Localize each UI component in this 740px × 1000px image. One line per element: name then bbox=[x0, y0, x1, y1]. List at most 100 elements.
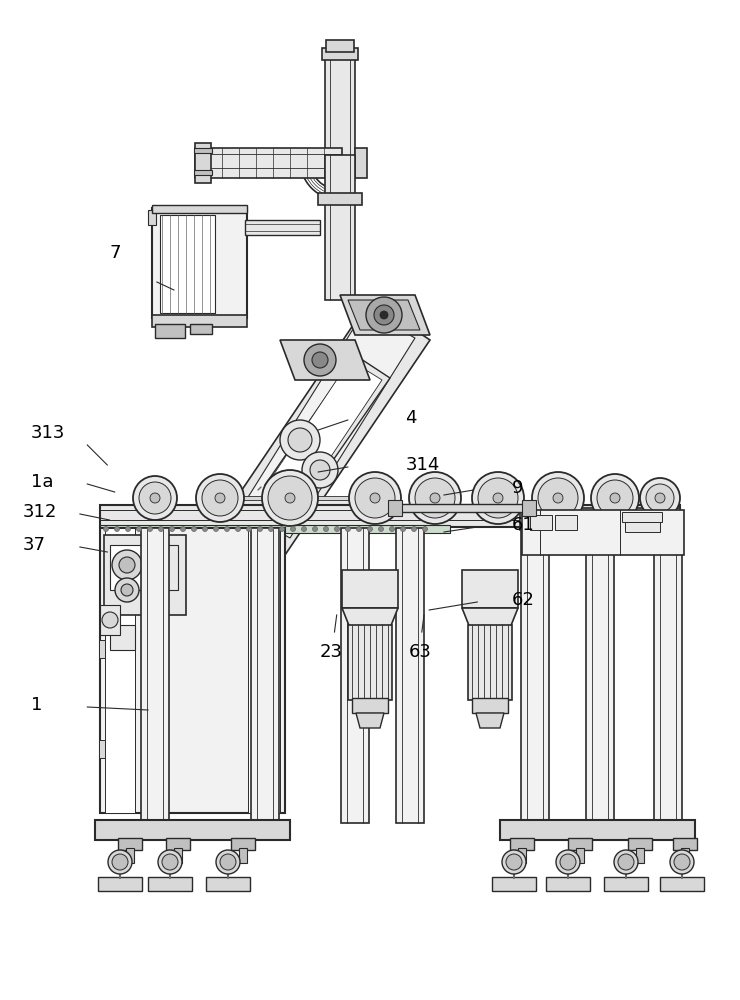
Circle shape bbox=[312, 526, 317, 532]
Circle shape bbox=[472, 472, 524, 524]
Circle shape bbox=[646, 484, 674, 512]
Circle shape bbox=[112, 550, 142, 580]
Bar bbox=[681, 848, 689, 863]
Bar bbox=[141, 528, 169, 823]
Circle shape bbox=[640, 478, 680, 518]
Bar bbox=[462, 570, 518, 608]
Bar bbox=[355, 148, 367, 178]
Circle shape bbox=[291, 526, 295, 532]
Bar bbox=[500, 820, 695, 840]
Circle shape bbox=[655, 493, 665, 503]
Circle shape bbox=[280, 526, 284, 532]
Bar bbox=[100, 605, 120, 635]
Circle shape bbox=[610, 493, 620, 503]
Bar bbox=[195, 143, 211, 183]
Circle shape bbox=[380, 311, 388, 319]
Circle shape bbox=[269, 526, 274, 532]
Circle shape bbox=[268, 476, 312, 520]
Circle shape bbox=[323, 526, 329, 532]
Text: 37: 37 bbox=[22, 536, 45, 554]
Bar bbox=[568, 838, 592, 850]
Circle shape bbox=[202, 480, 238, 516]
Polygon shape bbox=[265, 355, 390, 508]
Bar bbox=[126, 848, 134, 863]
Circle shape bbox=[409, 472, 461, 524]
Bar bbox=[148, 210, 156, 225]
Bar bbox=[673, 838, 697, 850]
Bar bbox=[576, 848, 584, 863]
Circle shape bbox=[216, 850, 240, 874]
Circle shape bbox=[162, 854, 178, 870]
Bar bbox=[248, 528, 280, 813]
Circle shape bbox=[334, 526, 340, 532]
Text: 7: 7 bbox=[110, 244, 121, 262]
Polygon shape bbox=[356, 713, 384, 728]
Bar bbox=[472, 698, 508, 713]
Circle shape bbox=[108, 850, 132, 874]
Bar bbox=[223, 496, 387, 500]
Bar bbox=[153, 545, 178, 590]
Circle shape bbox=[246, 526, 252, 532]
Bar bbox=[518, 848, 526, 863]
Circle shape bbox=[119, 557, 135, 573]
Bar bbox=[586, 528, 614, 823]
Circle shape bbox=[614, 850, 638, 874]
Circle shape bbox=[121, 584, 133, 596]
Circle shape bbox=[670, 850, 694, 874]
Circle shape bbox=[430, 493, 440, 503]
Circle shape bbox=[374, 305, 394, 325]
Bar bbox=[604, 877, 648, 891]
Text: 314: 314 bbox=[406, 456, 440, 474]
Circle shape bbox=[538, 478, 578, 518]
Circle shape bbox=[389, 526, 394, 532]
Bar bbox=[194, 170, 212, 175]
Bar bbox=[622, 512, 662, 522]
Bar bbox=[510, 838, 534, 850]
Circle shape bbox=[102, 612, 118, 628]
Circle shape bbox=[312, 352, 328, 368]
Bar bbox=[95, 820, 290, 840]
Circle shape bbox=[346, 526, 351, 532]
Bar bbox=[388, 500, 402, 516]
Bar bbox=[636, 848, 644, 863]
Polygon shape bbox=[225, 300, 430, 555]
Circle shape bbox=[126, 526, 130, 532]
Bar bbox=[166, 838, 190, 850]
Polygon shape bbox=[240, 310, 415, 538]
Circle shape bbox=[196, 474, 244, 522]
Text: 1: 1 bbox=[31, 696, 42, 714]
Bar bbox=[352, 698, 388, 713]
Circle shape bbox=[215, 493, 225, 503]
Bar bbox=[318, 193, 362, 205]
Text: 61: 61 bbox=[512, 516, 535, 534]
Bar bbox=[492, 877, 536, 891]
Bar bbox=[194, 148, 212, 153]
Polygon shape bbox=[462, 608, 518, 628]
Bar bbox=[98, 877, 142, 891]
Bar bbox=[628, 512, 658, 524]
Circle shape bbox=[506, 854, 522, 870]
Polygon shape bbox=[280, 340, 370, 380]
Bar bbox=[348, 625, 392, 700]
Bar bbox=[152, 315, 247, 327]
Circle shape bbox=[214, 526, 218, 532]
Bar bbox=[326, 40, 354, 52]
Bar bbox=[190, 324, 212, 334]
Circle shape bbox=[301, 526, 306, 532]
Circle shape bbox=[258, 526, 263, 532]
Circle shape bbox=[115, 526, 119, 532]
Bar bbox=[530, 512, 550, 524]
Text: 313: 313 bbox=[31, 424, 65, 442]
Circle shape bbox=[556, 850, 580, 874]
Circle shape bbox=[411, 526, 417, 532]
Circle shape bbox=[169, 526, 175, 532]
Circle shape bbox=[136, 526, 141, 532]
Bar bbox=[195, 148, 342, 178]
Circle shape bbox=[104, 526, 109, 532]
Bar bbox=[522, 500, 536, 516]
Circle shape bbox=[674, 854, 690, 870]
Text: 23: 23 bbox=[320, 643, 343, 661]
Bar bbox=[118, 838, 142, 850]
Circle shape bbox=[150, 493, 160, 503]
Bar bbox=[660, 877, 704, 891]
